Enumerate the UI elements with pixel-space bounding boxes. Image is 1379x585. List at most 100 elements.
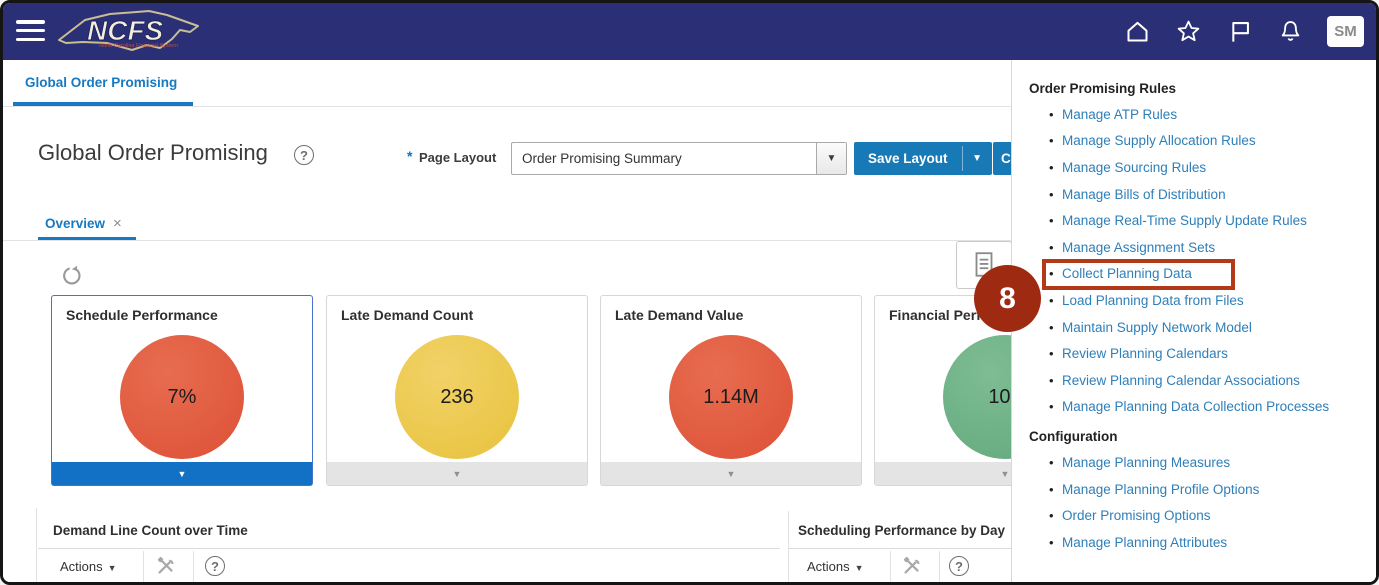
- tile-value: 1.14M: [703, 385, 759, 408]
- tab-global-order-promising[interactable]: Global Order Promising: [25, 75, 178, 90]
- tab-overview[interactable]: Overview ×: [45, 215, 122, 232]
- link-load-planning-data-from-files[interactable]: Load Planning Data from Files: [1062, 292, 1244, 308]
- save-layout-label: Save Layout: [868, 151, 948, 166]
- link-manage-assignment-sets[interactable]: Manage Assignment Sets: [1062, 239, 1216, 255]
- user-avatar[interactable]: SM: [1327, 16, 1364, 47]
- ncfs-logo: NCFS North Carolina Financial System: [53, 5, 203, 59]
- tile-value: 236: [440, 385, 474, 408]
- bullet-icon: •: [1049, 508, 1054, 524]
- bullet-icon: •: [1049, 266, 1054, 282]
- page-layout-select[interactable]: Order Promising Summary ▼: [511, 142, 847, 175]
- save-layout-dropdown-button[interactable]: ▼: [963, 142, 992, 175]
- kpi-circle: 7%: [120, 335, 244, 459]
- list-item: • Manage Bills of Distribution: [1029, 181, 1376, 208]
- link-manage-supply-allocation-rules[interactable]: Manage Supply Allocation Rules: [1062, 133, 1256, 149]
- overview-tab-underline: [38, 237, 136, 241]
- logo-text: NCFS: [87, 15, 164, 46]
- bullet-icon: •: [1049, 213, 1054, 229]
- link-review-planning-calendar-associations[interactable]: Review Planning Calendar Associations: [1062, 372, 1300, 388]
- list-item: • Manage Planning Data Collection Process…: [1029, 394, 1376, 421]
- link-manage-atp-rules[interactable]: Manage ATP Rules: [1062, 106, 1178, 122]
- chevron-down-icon: ▼: [726, 468, 736, 479]
- refresh-icon[interactable]: [61, 264, 84, 292]
- notifications-bell-icon[interactable]: [1276, 17, 1305, 46]
- tile-schedule-performance[interactable]: Schedule Performance 7% ▼: [51, 295, 313, 486]
- link-manage-planning-measures[interactable]: Manage Planning Measures: [1062, 454, 1231, 470]
- save-layout-button[interactable]: Save Layout ▼: [854, 142, 992, 175]
- bullet-icon: •: [1049, 292, 1054, 308]
- top-navigation-bar: NCFS North Carolina Financial System: [3, 3, 1376, 60]
- chart-title-demand-line-count: Demand Line Count over Time: [53, 523, 248, 538]
- badge-number: 8: [999, 281, 1016, 315]
- page-title: Global Order Promising: [38, 140, 268, 165]
- bullet-icon: •: [1049, 372, 1054, 388]
- chevron-down-icon: ▼: [107, 563, 117, 573]
- link-review-planning-calendars[interactable]: Review Planning Calendars: [1062, 346, 1228, 362]
- main-content: Global Order Promising ? * Page Layout O…: [3, 107, 1376, 582]
- bullet-icon: •: [1049, 534, 1054, 550]
- link-order-promising-options[interactable]: Order Promising Options: [1062, 508, 1211, 524]
- hamburger-menu-icon[interactable]: [16, 20, 45, 43]
- link-manage-planning-profile-options[interactable]: Manage Planning Profile Options: [1062, 481, 1260, 497]
- chart-tools-icon[interactable]: [155, 555, 177, 582]
- kpi-circle: 236: [395, 335, 519, 459]
- watchlist-flag-icon[interactable]: [1225, 17, 1254, 46]
- tasks-panel: Order Promising Rules • Manage ATP Rules …: [1011, 60, 1376, 582]
- chart-title-scheduling-performance: Scheduling Performance by Day: [798, 523, 1006, 538]
- bullet-icon: •: [1049, 133, 1054, 149]
- list-item: • Manage Planning Measures: [1029, 449, 1376, 476]
- bullet-icon: •: [1049, 399, 1054, 415]
- tile-expander[interactable]: ▼: [52, 462, 312, 485]
- divider: [143, 551, 144, 582]
- list-item: • Load Planning Data from Files: [1029, 287, 1376, 314]
- divider: [3, 240, 1013, 241]
- chart-help-icon[interactable]: ?: [949, 556, 969, 576]
- link-manage-sourcing-rules[interactable]: Manage Sourcing Rules: [1062, 159, 1207, 175]
- list-item: • Manage Supply Allocation Rules: [1029, 128, 1376, 155]
- actions-menu-left[interactable]: Actions ▼: [60, 559, 117, 574]
- tile-title: Late Demand Count: [341, 307, 474, 323]
- page-help-icon[interactable]: ?: [294, 145, 314, 165]
- link-maintain-supply-network-model[interactable]: Maintain Supply Network Model: [1062, 319, 1252, 335]
- tile-expander[interactable]: ▼: [601, 462, 861, 485]
- chevron-down-icon: ▼: [854, 563, 864, 573]
- overview-tab-label: Overview: [45, 216, 106, 231]
- configuration-list: • Manage Planning Measures • Manage Planni…: [1029, 449, 1376, 555]
- panel-section-heading: Order Promising Rules: [1029, 81, 1177, 96]
- divider: [890, 551, 891, 582]
- required-asterisk: *: [407, 148, 413, 164]
- favorites-star-icon[interactable]: [1174, 17, 1203, 46]
- close-icon[interactable]: ×: [113, 215, 122, 232]
- tile-expander[interactable]: ▼: [327, 462, 587, 485]
- bullet-icon: •: [1049, 106, 1054, 122]
- divider: [939, 551, 940, 582]
- logo-subtext: North Carolina Financial System: [99, 43, 178, 49]
- chart-help-icon[interactable]: ?: [205, 556, 225, 576]
- divider: [36, 508, 37, 582]
- actions-menu-right[interactable]: Actions ▼: [807, 559, 864, 574]
- clipped-button-label: C: [1001, 151, 1011, 166]
- bullet-icon: •: [1049, 481, 1054, 497]
- tile-late-demand-value[interactable]: Late Demand Value 1.14M ▼: [600, 295, 862, 486]
- page-layout-value: Order Promising Summary: [522, 151, 682, 166]
- list-item: • Order Promising Options: [1029, 502, 1376, 529]
- bullet-icon: •: [1049, 454, 1054, 470]
- tile-title: Schedule Performance: [66, 307, 218, 323]
- select-dropdown-button[interactable]: ▼: [816, 143, 846, 174]
- link-manage-planning-data-collection-processes[interactable]: Manage Planning Data Collection Processe…: [1062, 399, 1330, 415]
- link-manage-real-time-supply-update-rules[interactable]: Manage Real-Time Supply Update Rules: [1062, 213, 1307, 229]
- tile-late-demand-count[interactable]: Late Demand Count 236 ▼: [326, 295, 588, 486]
- order-promising-rules-list: • Manage ATP Rules • Manage Supply Allocat…: [1029, 101, 1376, 420]
- panel-section-heading: Configuration: [1029, 429, 1118, 445]
- tile-title: Late Demand Value: [615, 307, 744, 323]
- list-item: • Review Planning Calendars: [1029, 340, 1376, 367]
- home-icon[interactable]: [1123, 17, 1152, 46]
- tile-value: 7%: [167, 385, 197, 408]
- chart-tools-icon[interactable]: [901, 555, 923, 582]
- link-collect-planning-data[interactable]: Collect Planning Data: [1062, 266, 1192, 282]
- link-manage-planning-attributes[interactable]: Manage Planning Attributes: [1062, 534, 1228, 550]
- actions-label: Actions: [60, 559, 103, 574]
- list-item: • Manage Real-Time Supply Update Rules: [1029, 207, 1376, 234]
- link-manage-bills-of-distribution[interactable]: Manage Bills of Distribution: [1062, 186, 1226, 202]
